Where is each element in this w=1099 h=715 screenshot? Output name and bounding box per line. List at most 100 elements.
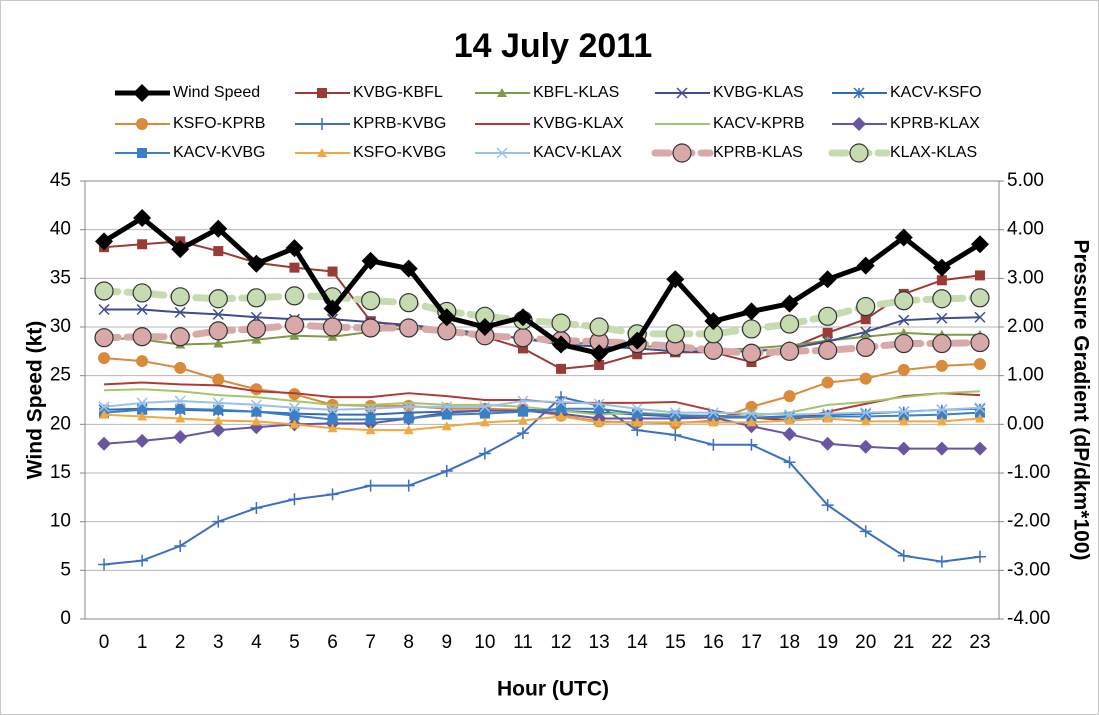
x-tick-label: 11 <box>513 632 533 653</box>
y-tick-label: 10 <box>50 511 71 532</box>
marker <box>250 383 263 396</box>
legend-item: KSFO-KVBG <box>295 144 446 161</box>
marker <box>288 402 300 414</box>
marker <box>95 232 114 251</box>
marker <box>632 408 643 419</box>
marker <box>628 331 647 350</box>
y2-tick-label: -3.00 <box>1007 559 1050 580</box>
marker <box>707 438 720 451</box>
marker <box>974 311 986 323</box>
legend-label: KPRB-KVBG <box>353 115 446 132</box>
marker <box>98 303 110 316</box>
x-tick-label: 9 <box>442 632 453 653</box>
marker <box>517 406 528 417</box>
marker <box>934 441 949 456</box>
marker <box>821 376 834 389</box>
marker <box>822 327 833 338</box>
marker <box>213 415 224 425</box>
x-tick-label: 17 <box>741 632 762 653</box>
marker <box>896 441 911 456</box>
marker <box>932 258 951 277</box>
y2-tick-label: 4.00 <box>1007 219 1044 240</box>
marker <box>818 270 837 289</box>
marker <box>708 417 719 427</box>
legend-label: KBFL-KLAS <box>533 84 619 101</box>
x-tick-label: 12 <box>550 632 571 653</box>
marker <box>784 415 795 425</box>
series-line <box>103 396 981 566</box>
marker <box>137 404 148 415</box>
marker <box>137 411 148 421</box>
marker <box>136 303 148 316</box>
marker <box>175 413 186 423</box>
marker <box>894 228 913 247</box>
legend-label: KPRB-KLAX <box>890 115 980 132</box>
marker <box>936 312 948 324</box>
marker <box>894 333 914 354</box>
marker <box>251 334 262 344</box>
marker <box>973 550 986 563</box>
marker <box>209 219 228 238</box>
marker <box>556 411 567 421</box>
marker <box>365 414 376 425</box>
x-tick-label: 7 <box>365 632 376 653</box>
marker <box>440 465 453 478</box>
y-tick-label: 45 <box>50 170 71 191</box>
marker <box>361 318 381 338</box>
marker <box>860 314 871 325</box>
y-tick-label: 15 <box>50 462 71 483</box>
marker <box>590 344 609 363</box>
marker <box>974 270 985 281</box>
marker <box>935 555 948 568</box>
marker <box>251 406 262 417</box>
marker <box>213 404 224 415</box>
x-tick-label: 16 <box>703 632 724 653</box>
series-line <box>104 388 981 418</box>
marker <box>936 275 947 286</box>
marker <box>742 302 761 321</box>
legend-marker <box>133 84 151 102</box>
x-tick-label: 22 <box>931 632 952 653</box>
marker <box>208 321 228 341</box>
marker <box>856 256 875 275</box>
marker <box>779 341 800 361</box>
marker <box>132 327 152 347</box>
marker <box>670 410 681 421</box>
x-axis-title: Hour (UTC) <box>497 678 609 701</box>
marker <box>99 409 110 419</box>
marker <box>780 294 799 313</box>
marker <box>746 417 757 427</box>
marker <box>936 416 947 426</box>
marker <box>707 407 719 419</box>
y-tick-label: 30 <box>50 316 71 337</box>
marker <box>935 359 948 372</box>
y-axis-title: Wind Speed (kt) <box>24 321 47 479</box>
marker <box>822 408 834 420</box>
marker <box>782 427 797 442</box>
legend-item: KACV-KVBG <box>115 144 265 161</box>
x-tick-label: 10 <box>474 632 495 653</box>
y-tick-label: 0 <box>60 608 71 629</box>
marker <box>894 291 914 311</box>
marker <box>631 403 643 415</box>
marker <box>974 407 985 418</box>
marker <box>173 429 188 444</box>
marker <box>327 414 338 425</box>
marker <box>513 328 533 348</box>
legend-marker <box>852 117 866 131</box>
legend-marker <box>672 143 692 163</box>
marker <box>973 357 986 370</box>
marker <box>552 335 571 354</box>
legend-item: KPRB-KVBG <box>295 115 446 132</box>
x-tick-label: 21 <box>893 632 914 653</box>
marker <box>860 326 872 338</box>
marker <box>327 423 338 433</box>
marker <box>364 479 377 492</box>
marker <box>783 390 796 403</box>
x-tick-label: 19 <box>817 632 838 653</box>
marker <box>246 288 266 308</box>
marker <box>475 318 494 336</box>
y-tick-label: 5 <box>60 559 71 580</box>
